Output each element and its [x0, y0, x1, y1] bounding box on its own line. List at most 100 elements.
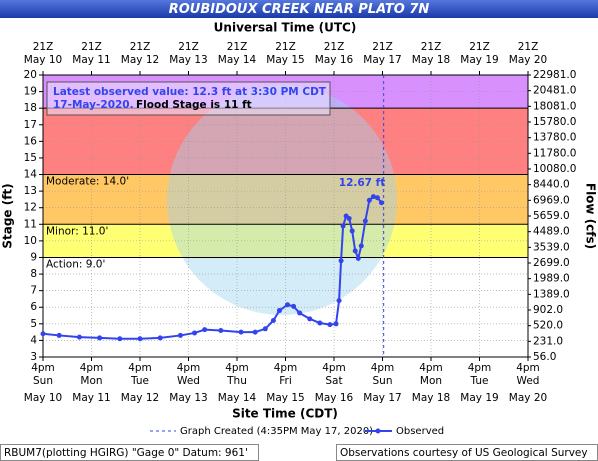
y-tick-label: 15: [24, 152, 37, 164]
y2-tick-label: 520.0: [533, 320, 563, 332]
data-point: [40, 331, 46, 337]
legend-label: Graph Created (4:35PM May 17, 2020): [180, 426, 373, 437]
y-tick-label: 20: [24, 69, 37, 81]
data-point: [97, 335, 103, 341]
data-point: [333, 321, 339, 327]
threshold-label: Minor: 11.0': [46, 225, 108, 237]
data-point: [285, 302, 291, 308]
annotation-text: Latest observed value: 12.3 ft at 3:30 P…: [53, 86, 327, 98]
y2-tick-label: 10080.0: [533, 163, 576, 175]
y2-tick-label: 3539.0: [533, 241, 570, 253]
y2-tick-label: 18081.0: [533, 100, 576, 112]
x-tick-label: Tue: [130, 375, 149, 387]
legend-swatch: [375, 428, 381, 434]
y2-tick-label: 902.0: [533, 304, 563, 316]
y2-tick-label: 5659.0: [533, 210, 570, 222]
x-tick-label: Wed: [517, 375, 540, 387]
annotation-date: 17-May-2020.: [53, 99, 134, 111]
data-point: [338, 258, 344, 264]
x-tick-label: May 10: [24, 392, 62, 404]
x-tick-label: Thu: [226, 375, 247, 387]
x-tick-label: 4pm: [371, 362, 395, 374]
y2-tick-label: 22981.0: [533, 69, 576, 81]
x-tick-label: 4pm: [322, 362, 346, 374]
title-bar: [0, 0, 598, 18]
x2-tick-label: May 13: [169, 54, 207, 66]
y2-tick-label: 1989.0: [533, 273, 570, 285]
x2-tick-label: 21Z: [275, 41, 296, 53]
data-point: [218, 327, 224, 333]
x-tick-label: May 15: [266, 392, 304, 404]
x-tick-label: May 20: [509, 392, 547, 404]
y-axis-title: Stage (ft): [1, 183, 15, 248]
y-tick-label: 3: [30, 351, 37, 363]
x2-tick-label: May 19: [460, 54, 498, 66]
y-tick-label: 7: [30, 285, 37, 297]
data-point: [297, 310, 303, 316]
y-tick-label: 10: [24, 235, 37, 247]
x-tick-label: 4pm: [274, 362, 298, 374]
x-tick-label: 4pm: [177, 362, 201, 374]
x2-tick-label: 21Z: [469, 41, 490, 53]
annotation-flood-stage: Flood Stage is 11 ft: [136, 99, 252, 111]
data-point: [76, 334, 82, 340]
y-tick-label: 6: [30, 301, 37, 313]
x2-tick-label: 21Z: [33, 41, 54, 53]
y2-tick-label: 11780.0: [533, 147, 576, 159]
x-tick-label: Wed: [177, 375, 200, 387]
x2-tick-label: May 17: [363, 54, 401, 66]
x2-tick-label: May 20: [509, 54, 547, 66]
x-tick-label: 4pm: [31, 362, 55, 374]
data-point: [177, 332, 183, 338]
y-tick-label: 18: [24, 102, 37, 114]
y-tick-label: 4: [30, 334, 37, 346]
y-tick-label: 13: [24, 185, 37, 197]
y2-tick-label: 6969.0: [533, 194, 570, 206]
data-point: [238, 329, 244, 335]
x-tick-label: Fri: [279, 375, 292, 387]
x2-tick-label: May 16: [315, 54, 354, 66]
x2-tick-label: May 12: [121, 54, 159, 66]
y2-tick-label: 20481.0: [533, 85, 576, 97]
watermark: [167, 85, 397, 315]
data-point: [340, 223, 346, 229]
y-tick-label: 5: [30, 318, 37, 330]
x-tick-label: Sun: [373, 375, 393, 387]
x2-tick-label: 21Z: [324, 41, 345, 53]
annotation-box: [46, 81, 331, 116]
y2-tick-label: 2699.0: [533, 257, 570, 269]
x-tick-label: May 14: [218, 392, 257, 404]
y2-axis-title: Flow (cfs): [584, 183, 598, 249]
data-point: [349, 228, 355, 234]
x-tick-label: 4pm: [80, 362, 104, 374]
x-tick-label: 4pm: [128, 362, 152, 374]
data-point: [56, 332, 62, 338]
data-point: [378, 200, 384, 206]
data-point: [291, 303, 297, 309]
x2-tick-label: May 10: [24, 54, 62, 66]
data-point: [137, 336, 143, 342]
data-point: [366, 197, 372, 203]
x2-tick-label: 21Z: [518, 41, 539, 53]
x2-tick-label: 21Z: [81, 41, 102, 53]
x-tick-label: May 19: [460, 392, 498, 404]
x2-tick-label: 21Z: [130, 41, 151, 53]
x-tick-label: May 11: [72, 392, 110, 404]
data-point: [202, 327, 208, 333]
y2-tick-label: 231.0: [533, 335, 563, 347]
y-tick-label: 19: [24, 86, 37, 98]
x-axis-title: Site Time (CDT): [232, 407, 338, 421]
x2-tick-label: 21Z: [421, 41, 442, 53]
data-point: [270, 318, 276, 324]
threshold-label: Action: 9.0': [46, 258, 105, 270]
y2-tick-label: 8440.0: [533, 179, 570, 191]
x-tick-label: May 18: [412, 392, 450, 404]
chart-title: ROUBIDOUX CREEK NEAR PLATO 7N: [169, 2, 430, 17]
data-point: [317, 320, 323, 326]
data-point: [117, 336, 123, 342]
data-point: [252, 329, 258, 335]
x2-tick-label: 21Z: [178, 41, 199, 53]
x-tick-label: May 16: [315, 392, 354, 404]
y2-tick-label: 4489.0: [533, 226, 570, 238]
plot-frame: [42, 74, 529, 358]
